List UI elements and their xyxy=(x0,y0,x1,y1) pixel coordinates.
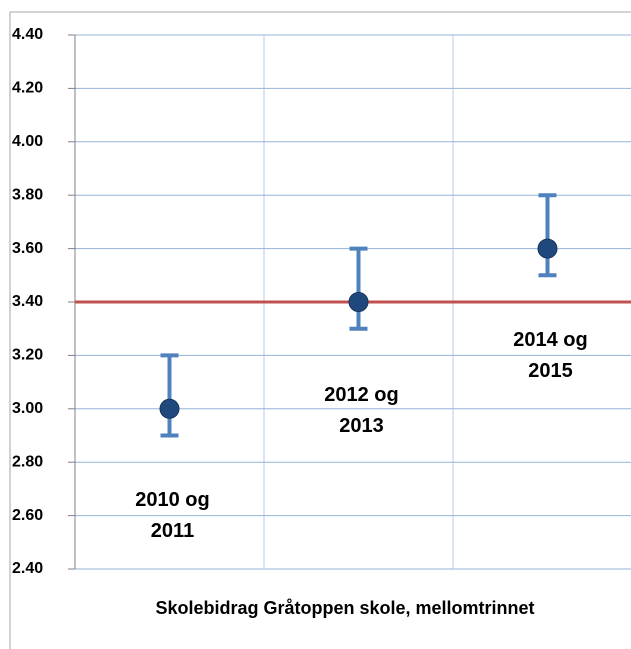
y-tick-label: 3.60 xyxy=(12,240,43,257)
point xyxy=(348,292,369,312)
y-tick-label: 4.00 xyxy=(12,133,43,150)
category-label: 2010 og 2011 xyxy=(135,489,210,542)
point xyxy=(159,398,180,419)
category-label: 2014 og 2015 xyxy=(513,329,588,382)
y-tick-label: 2.60 xyxy=(12,507,43,524)
y-tick-label: 3.80 xyxy=(12,186,43,203)
y-tick-label: 3.40 xyxy=(12,293,43,310)
y-tick-label: 3.00 xyxy=(12,400,43,417)
y-tick-label: 2.40 xyxy=(12,560,43,577)
y-tick-label: 2.80 xyxy=(12,453,43,470)
y-tick-label: 4.20 xyxy=(12,80,43,97)
category-label: 2012 og 2013 xyxy=(324,384,399,437)
x-axis-title: Skolebidrag Gråtoppen skole, mellomtrinn… xyxy=(155,598,534,618)
y-tick-label: 3.20 xyxy=(12,347,43,364)
point xyxy=(537,238,558,259)
y-tick-label: 4.40 xyxy=(12,26,43,43)
